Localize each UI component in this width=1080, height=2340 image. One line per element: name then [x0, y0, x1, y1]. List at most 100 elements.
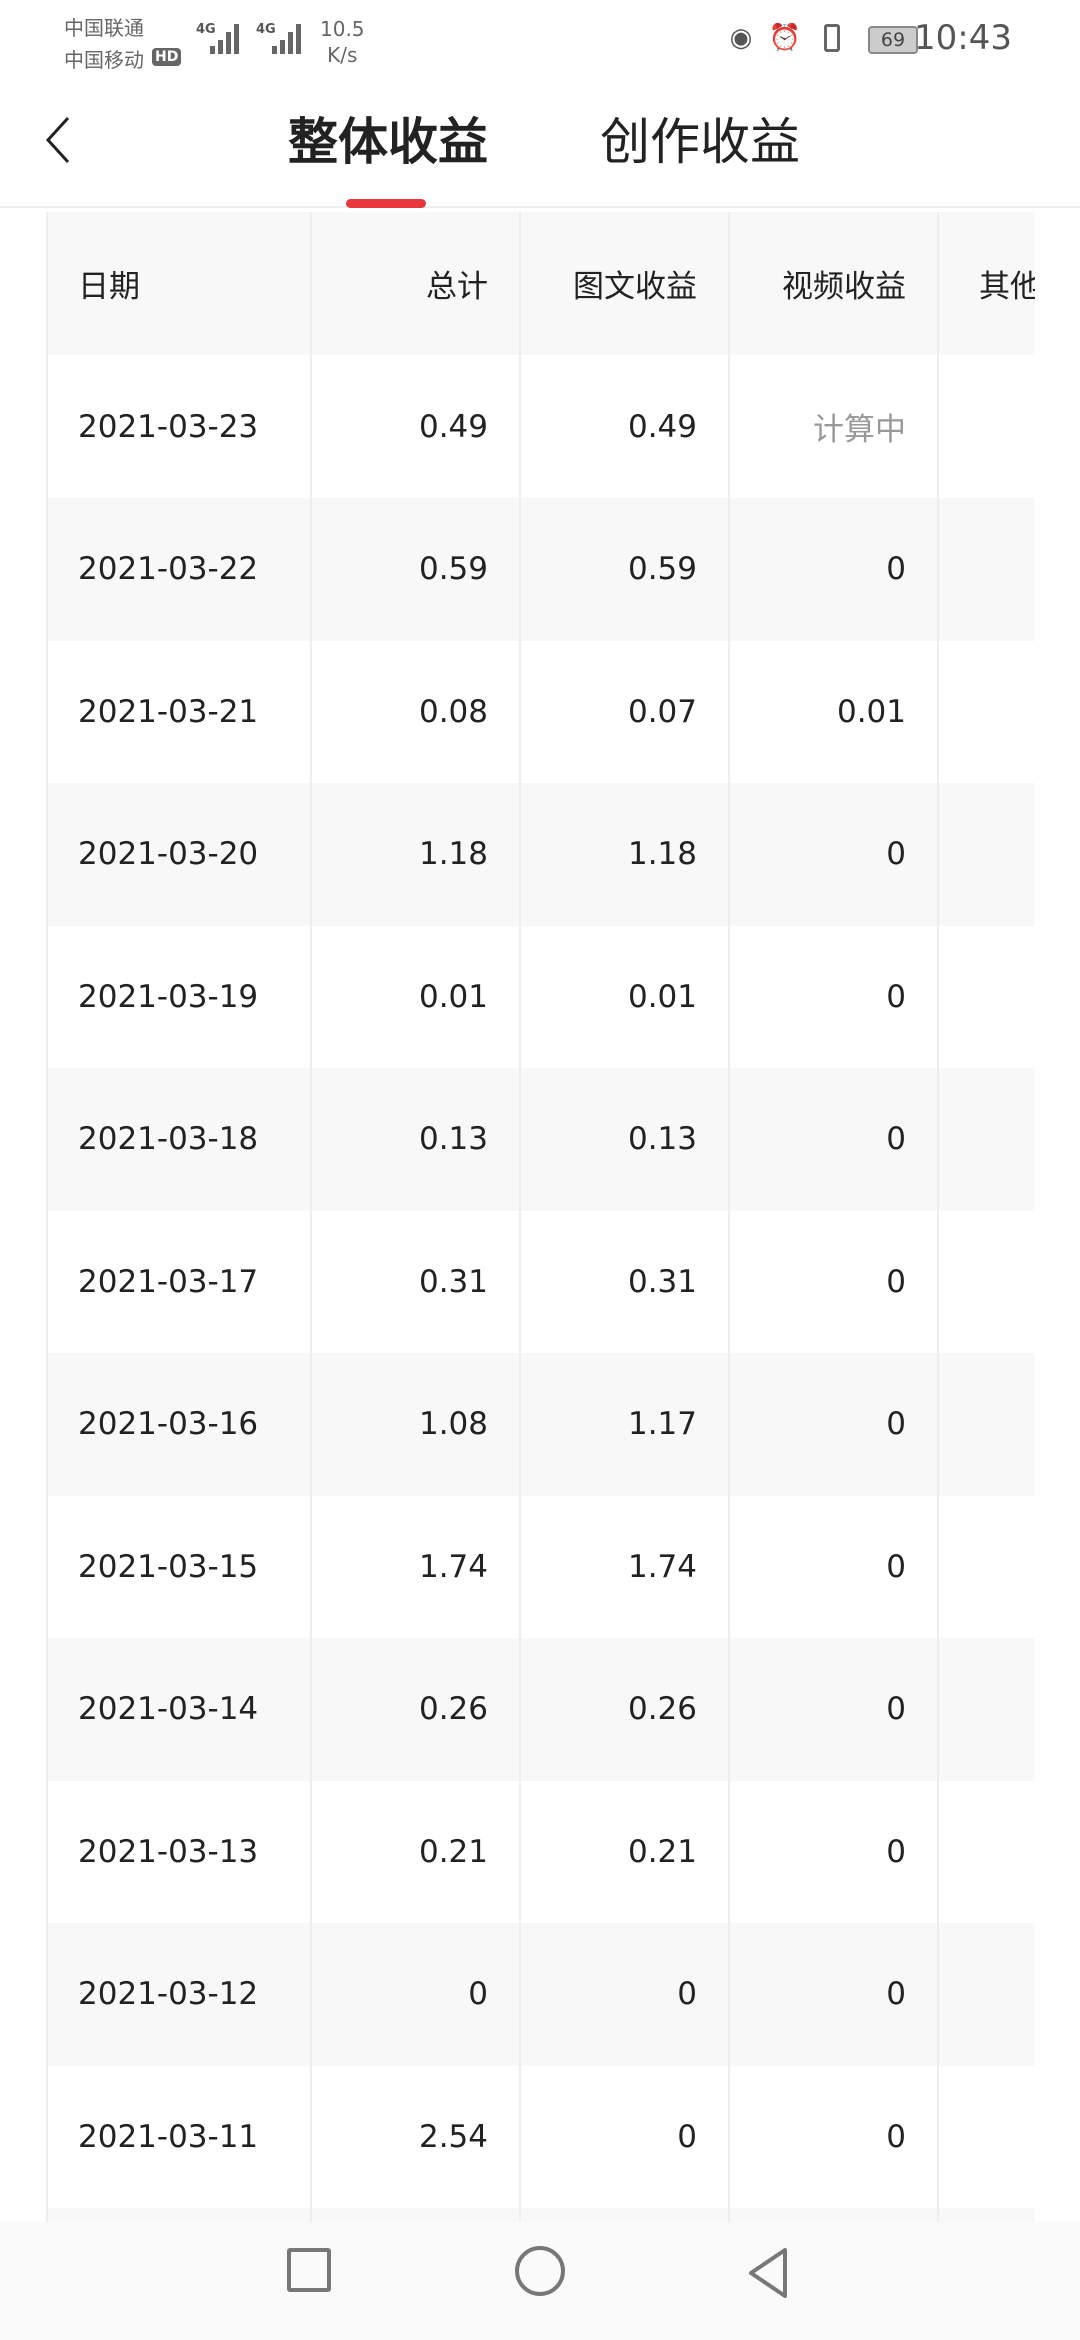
cell-video-earnings: 0 — [730, 1922, 939, 2066]
cell-other: 2 — [939, 2065, 1035, 2208]
cell-date: 2021-03-19 — [48, 925, 312, 1068]
cell-empty — [48, 2207, 312, 2222]
cell-date: 2021-03-11 — [48, 2065, 312, 2208]
cell-video-earnings: 0 — [730, 1352, 939, 1496]
cell-other — [939, 355, 1035, 498]
table-row: 2021-03-15 1.74 1.74 0 — [48, 1495, 1035, 1638]
cell-date: 2021-03-21 — [48, 640, 312, 783]
hd-badge: HD — [152, 48, 182, 66]
cell-empty — [939, 2208, 1035, 2223]
header-video-earnings: 视频收益 — [730, 212, 939, 355]
battery-icon: 69 — [868, 26, 918, 54]
carrier-2: 中国移动 — [64, 48, 144, 72]
table-row: 2021-03-112.54002 — [48, 2065, 1035, 2208]
cell-video-earnings: 0 — [730, 1067, 939, 1211]
tab-overall-earnings[interactable]: 整体收益 — [288, 113, 488, 171]
speed-value: 10.5 — [320, 17, 365, 41]
cell-other — [939, 1068, 1035, 1211]
header-total: 总计 — [312, 212, 521, 355]
cell-article-earnings: 0.49 — [521, 355, 730, 498]
tab-creation-earnings[interactable]: 创作收益 — [600, 113, 800, 171]
header: 整体收益 创作收益 — [0, 80, 1080, 208]
header-other: 其他 — [979, 269, 1035, 305]
back-button[interactable] — [745, 2246, 793, 2300]
cell-total: 0.08 — [312, 640, 521, 783]
cell-video-earnings: 0 — [730, 1495, 939, 1638]
recent-apps-button[interactable] — [287, 2248, 331, 2292]
cell-other — [939, 1210, 1035, 1353]
cell-article-earnings: 1.17 — [521, 1352, 730, 1496]
cell-date: 2021-03-14 — [48, 1637, 312, 1781]
clock: 10:43 — [914, 18, 1012, 58]
cell-other — [939, 1353, 1035, 1496]
table-row: 2021-03-14 0.26 0.26 0 — [48, 1637, 1035, 1781]
cell-video-earnings: 计算中 — [730, 355, 939, 498]
back-arrow-icon[interactable] — [40, 110, 80, 170]
table-header: 日期 总计 图文收益 视频收益 其他 — [48, 212, 1035, 355]
cell-article-earnings: 0.07 — [521, 640, 730, 783]
cell-video-earnings: 0 — [730, 497, 939, 641]
carrier-1: 中国联通 — [64, 16, 144, 40]
cell-other — [939, 640, 1035, 783]
cell-video-earnings: 0 — [730, 1780, 939, 1923]
cell-article-earnings: 0.13 — [521, 1067, 730, 1211]
cell-other — [939, 1923, 1035, 2066]
cell-empty — [312, 2207, 521, 2222]
cell-total: 0.59 — [312, 497, 521, 641]
alarm-icon: ⏰ — [768, 23, 802, 53]
cell-article-earnings: 0 — [521, 2065, 730, 2208]
cell-total: 0.31 — [312, 1210, 521, 1353]
header-article-earnings: 图文收益 — [521, 212, 730, 355]
table-row: 2021-03-13 0.21 0.21 0 — [48, 1780, 1035, 1923]
cell-date: 2021-03-18 — [48, 1067, 312, 1211]
network-type-1: 4G — [196, 22, 216, 37]
cell-video-earnings: 0.01 — [730, 640, 939, 783]
cell-video-earnings: 0 — [730, 925, 939, 1068]
cell-video-earnings: 0 — [730, 782, 939, 926]
cell-total: 0.26 — [312, 1637, 521, 1781]
cell-total: 0 — [312, 1922, 521, 2066]
cell-empty — [521, 2207, 730, 2222]
cell-date: 2021-03-23 — [48, 355, 312, 498]
cell-date: 2021-03-12 — [48, 1922, 312, 2066]
table-row: 2021-03-12 0 0 0 — [48, 1922, 1035, 2066]
cell-article-earnings: 1.18 — [521, 782, 730, 926]
system-nav-bar — [0, 2222, 1080, 2340]
network-speed: 10.5 K/s — [320, 16, 365, 68]
status-bar: 中国联通 中国移动 HD 4G 4G 10.5 K/s ◉ ⏰ 69 10:43 — [0, 0, 1080, 80]
network-type-2: 4G — [256, 22, 276, 37]
cell-other — [939, 1495, 1035, 1638]
cell-other — [939, 783, 1035, 926]
cell-article-earnings: 0 — [521, 1922, 730, 2066]
cell-total: 1.08 — [312, 1352, 521, 1496]
table-row: 2021-03-18 0.13 0.13 0 — [48, 1067, 1035, 1211]
cell-video-earnings: 0 — [730, 1637, 939, 1781]
home-button[interactable] — [515, 2246, 565, 2296]
cell-date: 2021-03-16 — [48, 1352, 312, 1496]
vibrate-icon — [812, 22, 852, 54]
cell-other — [939, 1638, 1035, 1781]
table-row: 2021-03-21 0.08 0.07 0.01 — [48, 640, 1035, 783]
cell-article-earnings: 0.01 — [521, 925, 730, 1068]
cell-date: 2021-03-13 — [48, 1780, 312, 1923]
cell-article-earnings: 0.26 — [521, 1637, 730, 1781]
cell-date: 2021-03-17 — [48, 1210, 312, 1353]
cell-date: 2021-03-20 — [48, 782, 312, 926]
table-row: 2021-03-17 0.31 0.31 0 — [48, 1210, 1035, 1353]
cell-total: 0.13 — [312, 1067, 521, 1211]
table-row: 2021-03-22 0.59 0.59 0 — [48, 497, 1035, 641]
cell-empty — [730, 2207, 939, 2222]
earnings-table[interactable]: 日期 总计 图文收益 视频收益 其他 2021-03-23 0.49 0.49 计算中… — [46, 212, 1035, 2222]
header-date: 日期 — [48, 212, 312, 355]
cell-article-earnings: 0.59 — [521, 497, 730, 641]
signal-icon-2 — [272, 22, 308, 54]
table-row: 2021-03-19 0.01 0.01 0 — [48, 925, 1035, 1068]
cell-video-earnings: 0 — [730, 2065, 939, 2208]
cell-total: 0.01 — [312, 925, 521, 1068]
eye-icon: ◉ — [729, 23, 753, 53]
cell-other — [939, 498, 1035, 641]
cell-total: 1.74 — [312, 1495, 521, 1638]
signal-icon-1 — [210, 22, 246, 54]
table-row: 2021-03-20 1.18 1.18 0 — [48, 782, 1035, 926]
cell-total: 0.49 — [312, 355, 521, 498]
